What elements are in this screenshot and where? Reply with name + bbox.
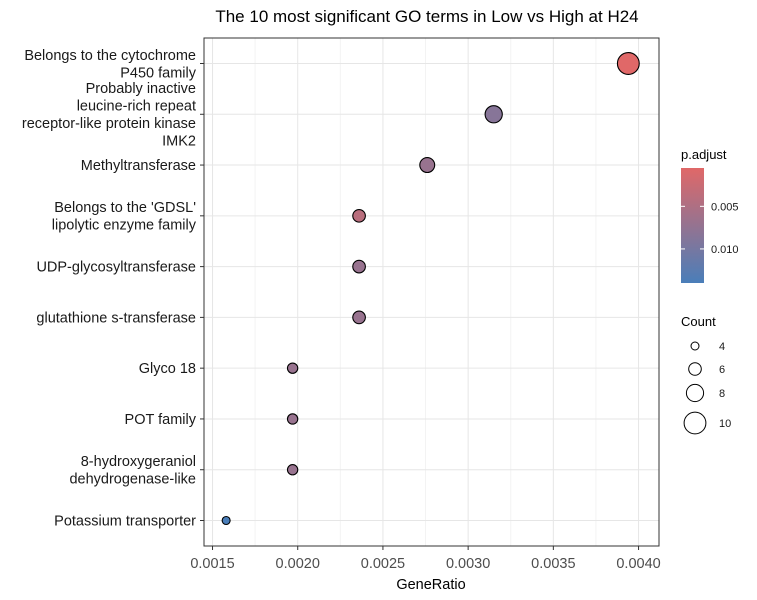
colorbar-tick-label: 0.010 <box>711 244 739 256</box>
count-legend-circle <box>683 411 707 435</box>
y-category-label: POT family <box>125 412 197 428</box>
p-adjust-legend-title: p.adjust <box>681 147 727 162</box>
data-point <box>286 464 299 476</box>
data-point <box>352 259 366 274</box>
y-category-label: Belongs to the 'GDSL' lipolytic enzyme fa… <box>52 200 197 234</box>
x-tick-label: 0.0015 <box>190 556 234 572</box>
x-tick-label: 0.0035 <box>531 556 575 572</box>
count-legend: Count 4 6 8 10 <box>681 314 731 435</box>
y-axis-labels: Belongs to the cytochrome P450 familyProb… <box>22 48 204 530</box>
data-point <box>419 157 436 174</box>
data-point <box>352 208 366 223</box>
colorbar-tick-label: 0.005 <box>711 201 739 213</box>
chart-title: The 10 most significant GO terms in Low … <box>215 7 638 26</box>
y-category-label: Methyltransferase <box>81 158 196 174</box>
data-point <box>286 362 299 374</box>
data-point <box>352 310 366 325</box>
y-category-label: Probably inactive leucine-rich repeat rece… <box>22 81 196 149</box>
count-legend-label: 8 <box>719 388 725 400</box>
p-adjust-legend: p.adjust 0.005 0.010 <box>681 147 739 283</box>
count-legend-circle <box>690 341 700 351</box>
x-tick-label: 0.0030 <box>446 556 490 572</box>
data-points <box>221 52 640 526</box>
count-legend-circle <box>688 362 702 376</box>
x-axis-ticks: 0.0015 0.0020 0.0025 0.0030 0.0035 0.0040 <box>190 546 661 572</box>
data-point <box>286 413 299 425</box>
p-adjust-colorbar-ticks: 0.005 0.010 <box>681 201 739 256</box>
y-category-label: 8-hydroxygeraniol dehydrogenase-like <box>69 454 196 488</box>
grid-lines <box>204 38 659 546</box>
x-tick-label: 0.0040 <box>616 556 660 572</box>
count-legend-circle <box>685 383 705 403</box>
y-category-label: glutathione s-transferase <box>36 310 196 326</box>
y-category-label: UDP-glycosyltransferase <box>36 260 196 276</box>
count-legend-label: 4 <box>719 341 725 353</box>
count-legend-label: 6 <box>719 364 725 376</box>
count-legend-items: 4 6 8 10 <box>683 341 731 435</box>
data-point <box>616 52 640 75</box>
x-tick-label: 0.0025 <box>361 556 405 572</box>
count-legend-title: Count <box>681 314 716 329</box>
x-tick-label: 0.0020 <box>276 556 320 572</box>
y-category-label: Glyco 18 <box>139 361 196 377</box>
plot-panel <box>203 37 660 547</box>
data-point <box>221 515 231 526</box>
p-adjust-colorbar <box>681 168 704 283</box>
y-category-label: Potassium transporter <box>54 514 196 530</box>
y-category-label: Belongs to the cytochrome P450 family <box>24 48 196 82</box>
x-axis-title: GeneRatio <box>396 577 465 593</box>
data-point <box>484 105 503 124</box>
count-legend-label: 10 <box>719 418 731 430</box>
